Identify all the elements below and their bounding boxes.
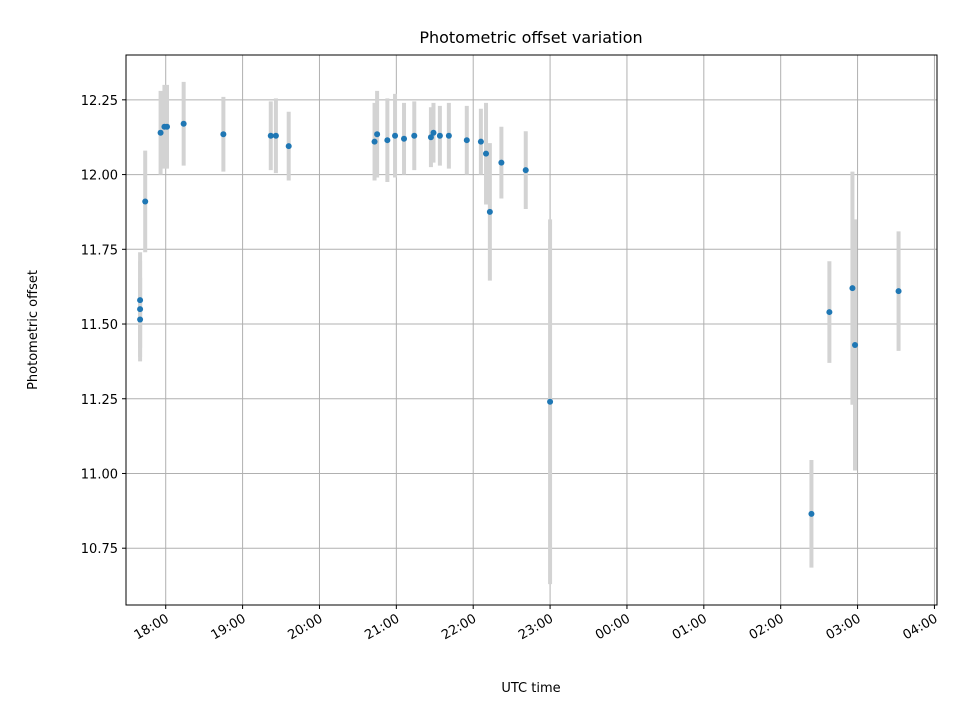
- data-point: [547, 398, 554, 405]
- data-point: [384, 137, 391, 144]
- data-point: [477, 138, 484, 145]
- y-tick-label: 11.50: [81, 318, 118, 333]
- data-point: [852, 341, 859, 348]
- data-point: [137, 297, 144, 304]
- y-axis-ticks: 10.75 11.00 11.25 11.50 11.75 12.00 12.25: [81, 94, 126, 557]
- y-tick-label: 10.75: [81, 542, 118, 557]
- data-point: [498, 159, 505, 166]
- data-point: [445, 132, 452, 139]
- data-point: [142, 198, 149, 205]
- data-point: [371, 138, 378, 145]
- data-point: [522, 167, 529, 174]
- data-point: [272, 132, 279, 139]
- data-point: [137, 316, 144, 323]
- data-point: [808, 510, 815, 517]
- x-axis-label: UTC time: [501, 681, 560, 696]
- data-point: [401, 135, 408, 142]
- chart-title: Photometric offset variation: [419, 28, 642, 47]
- data-point: [486, 208, 493, 215]
- data-points: [137, 120, 902, 517]
- y-tick-label: 11.00: [81, 467, 118, 482]
- data-point: [411, 132, 418, 139]
- data-point: [430, 129, 437, 136]
- data-point: [157, 129, 164, 136]
- data-point: [895, 288, 902, 295]
- data-point: [374, 131, 381, 138]
- data-point: [137, 306, 144, 313]
- y-axis-label: Photometric offset: [26, 270, 41, 390]
- data-point: [849, 285, 856, 292]
- data-point: [483, 150, 490, 157]
- y-tick-label: 11.25: [81, 393, 118, 408]
- data-point: [220, 131, 227, 138]
- data-point: [826, 309, 833, 316]
- plot-frame: [125, 54, 938, 606]
- grid-lines: [126, 55, 937, 605]
- y-tick-label: 11.75: [81, 243, 118, 258]
- data-point: [163, 123, 170, 130]
- y-tick-label: 12.00: [81, 169, 118, 184]
- data-point: [436, 132, 443, 139]
- data-point: [463, 137, 470, 144]
- data-point: [267, 132, 274, 139]
- data-point: [285, 143, 292, 150]
- data-point: [427, 134, 434, 141]
- y-tick-label: 12.25: [81, 94, 118, 109]
- data-point: [392, 132, 399, 139]
- data-point: [180, 120, 187, 127]
